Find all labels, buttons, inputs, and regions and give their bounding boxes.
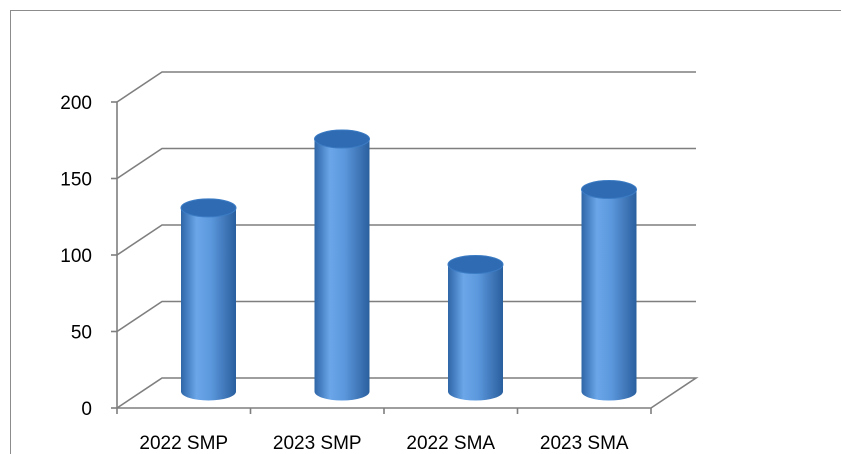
y-tick-label: 0 (81, 399, 92, 420)
bar-top (581, 180, 637, 200)
bar (581, 180, 637, 401)
bar-body (581, 189, 637, 401)
x-category-label: 2023 SMA (540, 433, 629, 454)
labels: 0 50 100 150 200 2022 SMP 2023 SMP 2022 SMA 2023… (60, 93, 629, 454)
gridline (116, 300, 696, 333)
gridline (116, 224, 696, 256)
floor (116, 377, 699, 409)
y-tick-label: 50 (71, 323, 92, 344)
bar (314, 129, 370, 401)
y-tick-label: 200 (60, 93, 92, 114)
bar-body (448, 264, 503, 401)
x-category-label: 2022 SMP (139, 433, 228, 454)
gridlines (116, 71, 696, 333)
bar-top (447, 255, 504, 275)
bars (180, 129, 637, 401)
gridline (116, 147, 696, 180)
y-tick-label: 100 (60, 246, 92, 267)
bar-body (314, 139, 370, 401)
bar-body (181, 207, 236, 401)
x-category-label: 2023 SMP (273, 433, 362, 454)
bar-top (180, 198, 237, 218)
bar (180, 198, 237, 401)
bar (447, 255, 504, 401)
x-category-label: 2022 SMA (406, 433, 495, 454)
axes (111, 101, 699, 414)
y-tick-label: 150 (60, 170, 92, 191)
gridline (116, 71, 696, 103)
bar-top (314, 129, 370, 149)
chart-frame (10, 10, 841, 454)
